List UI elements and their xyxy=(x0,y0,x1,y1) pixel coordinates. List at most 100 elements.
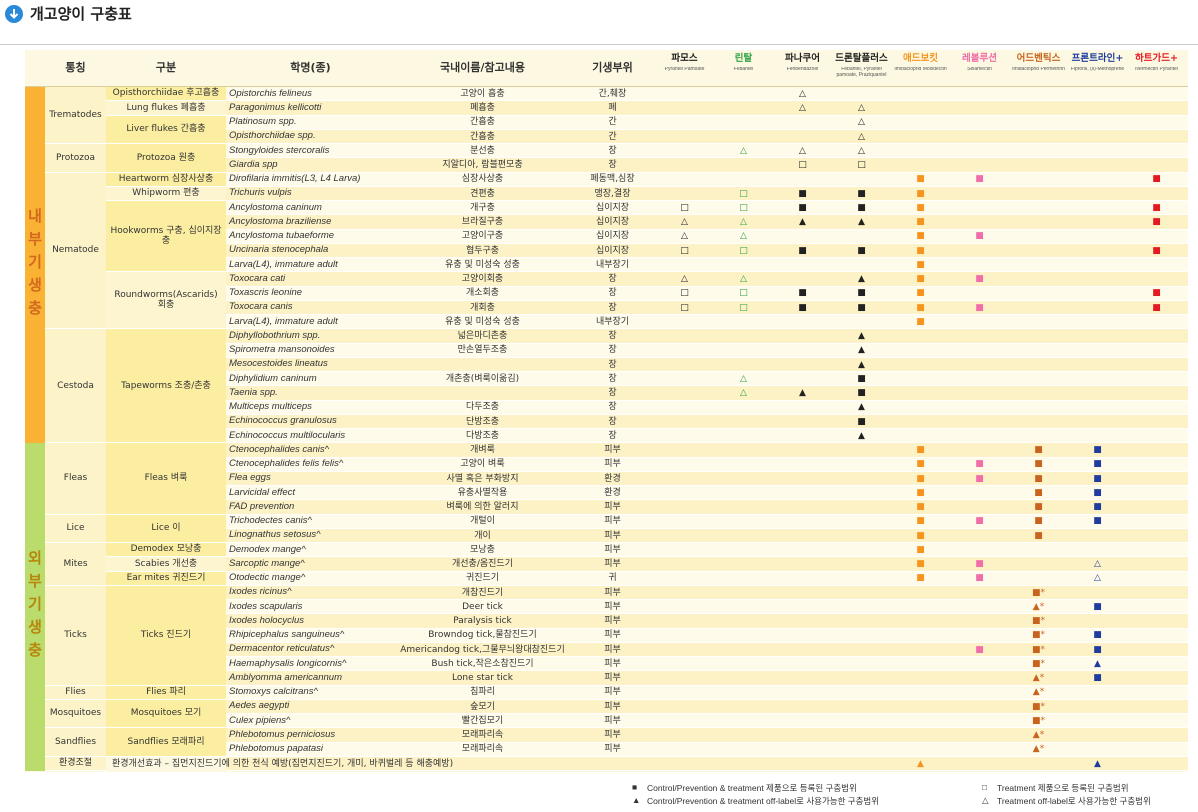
efficacy-mark: △ xyxy=(740,388,747,399)
scientific-name: Toxocara cati xyxy=(229,272,286,284)
scientific-name: Phlebotomus papatasi xyxy=(229,743,324,755)
efficacy-mark: ■ xyxy=(857,388,866,399)
efficacy-mark: ■ xyxy=(1093,516,1102,527)
group-cell: Flies xyxy=(45,685,106,700)
subgroup-cell: Lice 이 xyxy=(106,514,226,543)
row-bg xyxy=(226,685,1188,700)
row-bg xyxy=(226,571,1188,586)
efficacy-mark: ■ xyxy=(1093,630,1102,641)
product-name: 린탈 xyxy=(734,52,753,64)
parasitic-site: 폐동맥,심장 xyxy=(590,174,635,185)
efficacy-mark: ■ xyxy=(916,302,925,313)
row-bg xyxy=(226,400,1188,415)
row-bg xyxy=(226,742,1188,757)
scientific-name: Ixodes ricinus^ xyxy=(229,586,292,598)
product-name: 드론탈플러스 xyxy=(835,52,888,64)
efficacy-mark: ■ xyxy=(857,188,866,199)
product-name: 프론트라인+ xyxy=(1071,52,1124,64)
efficacy-mark: △ xyxy=(858,117,865,128)
scientific-name: Ancylostoma caninum xyxy=(229,201,322,213)
scientific-name: Ixodes holocyclus xyxy=(229,614,304,626)
efficacy-mark: ▲ xyxy=(858,274,865,285)
subgroup-cell: Tapeworms 조충/촌충 xyxy=(106,329,226,444)
scientific-name: Taenia spp. xyxy=(229,386,278,398)
scientific-name: Toxocara canis xyxy=(229,301,293,313)
efficacy-mark: △ xyxy=(740,145,747,156)
parasitic-site: 피부 xyxy=(604,658,621,669)
efficacy-mark: □ xyxy=(739,202,748,213)
scientific-name: Opisthorchiidae spp. xyxy=(229,130,316,142)
column-header: 국내이름/참고내용 xyxy=(440,61,525,75)
efficacy-mark: ■ xyxy=(916,502,925,513)
efficacy-mark: ■ xyxy=(1152,288,1161,299)
scientific-name: Echinococcus granulosus xyxy=(229,415,337,427)
parasitic-site: 피부 xyxy=(604,459,621,470)
korean-name: 유충 및 미성숙 성충 xyxy=(445,316,520,327)
product-name: 하트가드+ xyxy=(1135,52,1178,64)
scientific-name: Diphylidium caninum xyxy=(229,372,317,384)
group-cell: Cestoda xyxy=(45,329,106,444)
scientific-name: Platinosum spp. xyxy=(229,116,297,128)
parasitic-site: 귀 xyxy=(608,573,617,584)
subgroup-cell: Opisthorchiidae 후고흡충 xyxy=(106,87,226,102)
subgroup-cell: Sandflies 모래파리 xyxy=(106,728,226,757)
efficacy-mark: ■ xyxy=(857,373,866,384)
subgroup-cell: Hookworms 구충, 십이지장충 xyxy=(106,201,226,273)
korean-name: Deer tick xyxy=(462,601,503,612)
scientific-name: Echinococcus multilocularis xyxy=(229,429,346,441)
scientific-name: Mesocestoides lineatus xyxy=(229,358,328,370)
product-ingredients: Ivermectin Pyrantel xyxy=(1135,67,1178,72)
korean-name: 만손열두조충 xyxy=(457,345,508,356)
product-ingredients: Pyrantel Pamoate xyxy=(664,67,705,72)
row-bg xyxy=(226,357,1188,372)
korean-name: Lone star tick xyxy=(452,673,513,684)
row-bg xyxy=(226,471,1188,486)
korean-name: 모낭충 xyxy=(470,544,495,555)
efficacy-mark: ■ xyxy=(916,274,925,285)
korean-name: 고양이 벼룩 xyxy=(460,459,505,470)
parasitic-site: 피부 xyxy=(604,601,621,612)
korean-name: 개회충 xyxy=(470,302,495,313)
efficacy-mark: ■ xyxy=(798,302,807,313)
parasitic-site: 폐 xyxy=(608,103,617,114)
korean-name: 개이 xyxy=(474,530,491,541)
row-bg xyxy=(226,628,1188,643)
column-header: 기생부위 xyxy=(592,61,633,75)
row-bg xyxy=(226,144,1188,159)
parasitic-site: 피부 xyxy=(604,502,621,513)
group-cell: 환경조절 xyxy=(45,756,106,771)
korean-name: 침파리 xyxy=(470,687,495,698)
efficacy-mark: △ xyxy=(799,88,806,99)
efficacy-mark: △ xyxy=(740,274,747,285)
efficacy-mark: □ xyxy=(739,288,748,299)
row-bg xyxy=(226,657,1188,672)
scientific-name: Larvicidal effect xyxy=(229,486,296,498)
parasitic-site: 장 xyxy=(608,288,617,299)
row-bg xyxy=(226,343,1188,358)
efficacy-mark: ■ xyxy=(1034,502,1043,513)
row-bg xyxy=(226,585,1188,600)
subgroup-cell: Ear mites 귀진드기 xyxy=(106,571,226,586)
efficacy-mark: ■ xyxy=(1034,516,1043,527)
group-cell: Lice xyxy=(45,514,106,543)
row-bg xyxy=(226,500,1188,515)
korean-name: 유충사멸작용 xyxy=(457,487,508,498)
subgroup-cell: Fleas 벼룩 xyxy=(106,443,226,515)
efficacy-mark: ■ xyxy=(1093,473,1102,484)
efficacy-mark: □ xyxy=(739,245,748,256)
product-ingredients: Fenbendazole xyxy=(786,67,819,72)
efficacy-mark: ■ xyxy=(798,245,807,256)
parasitic-site: 피부 xyxy=(604,644,621,655)
row-bg xyxy=(226,243,1188,258)
parasitic-site: 내부장기 xyxy=(595,316,630,327)
efficacy-mark: □ xyxy=(680,288,689,299)
scientific-name: Flea eggs xyxy=(229,472,271,484)
korean-name: 유충 및 미성숙 성충 xyxy=(445,259,520,270)
row-bg xyxy=(226,386,1188,401)
efficacy-mark: ■ xyxy=(916,288,925,299)
row-bg xyxy=(226,258,1188,273)
efficacy-mark: ■ xyxy=(1034,530,1043,541)
korean-name: 개참진드기 xyxy=(461,587,504,598)
subgroup-cell: Roundworms(Ascarids) 회충 xyxy=(106,272,226,330)
